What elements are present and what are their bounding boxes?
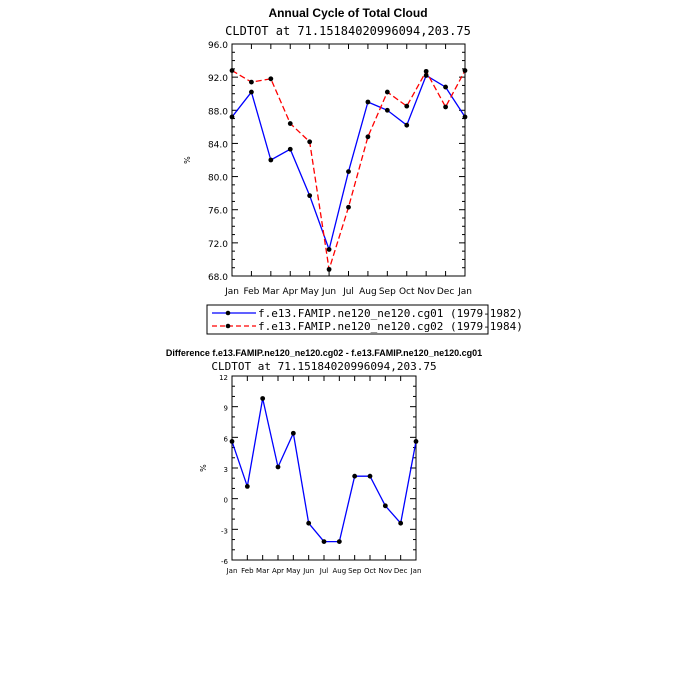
chart1-series-1-point [268,157,274,163]
chart1-ytick-label: 76.0 [208,207,228,217]
chart2-ytick-label: 12 [219,374,228,382]
chart1-xtick-label: Jan [224,287,239,297]
chart1-xtick-label: Jul [342,287,354,297]
chart1-series-2-point [229,68,235,73]
chart1-series-2-point [462,68,468,73]
chart1-series-2-point [326,266,332,272]
chart1-xtick-label: Feb [243,287,259,297]
chart2-subtitle: CLDTOT at 71.15184020996094,203.75 [211,360,436,373]
chart2-xtick-label: Feb [241,567,254,575]
chart1-series-2-point [404,103,410,109]
chart2-series-1-point [321,539,327,544]
chart1-series-1-point [443,84,448,90]
chart2-xtick-label: Nov [378,567,392,575]
chart1-xtick-label: Dec [437,287,454,297]
legend-box [206,304,489,335]
chart1-series-1-point [365,99,371,105]
chart1-title: Annual Cycle of Total Cloud [268,6,427,20]
chart2-xtick-label: May [286,567,300,575]
chart1-series-1-point [423,73,429,78]
chart1-series-2-point [423,68,429,74]
chart2-ytick-label: 0 [224,497,228,505]
chart1-series-2-point [307,139,313,145]
chart2-series-1-point [306,520,312,526]
chart2-xtick-label: Mar [256,567,269,575]
chart2-series-1-point [413,439,419,444]
chart2-title: Difference f.e13.FAMIP.ne120_ne120.cg02 … [166,348,482,358]
difference-chart: Difference f.e13.FAMIP.ne120_ne120.cg02 … [166,348,482,575]
chart2-xtick-label: Dec [394,567,408,575]
chart1-xtick-label: Jun [321,287,336,297]
chart2-series-1-point [244,484,250,489]
chart2-series-1-point [367,473,373,479]
chart1-ytick-label: 84.0 [208,140,228,150]
chart2-series-1-point [352,473,358,479]
chart1-xtick-label: Nov [417,287,435,297]
chart1-series-2-point [443,104,448,110]
chart2-xtick-label: Oct [364,567,376,575]
chart2-ytick-label: -3 [221,527,228,535]
chart1-series-1-point [346,169,351,175]
chart2-ylabel: % [199,464,208,472]
chart1-series-2-point [268,76,274,82]
chart1-series-1-point [404,122,410,128]
chart1-xtick-label: Oct [399,287,415,297]
chart2-ytick-label: 9 [224,405,228,413]
chart1-series-1-point [384,107,390,113]
chart1-legend: f.e13.FAMIP.ne120_ne120.cg01 (1979-1982)… [206,304,523,335]
chart1-xtick-label: Jan [457,287,472,297]
chart2-series-1-point [382,503,388,509]
chart2-series-1-point [275,464,281,470]
chart1-series-2-point [249,79,254,85]
chart1-series-1-point [462,114,468,120]
chart2-ytick-label: -6 [221,558,229,566]
chart2-xtick-label: Apr [272,567,284,575]
chart1-series-2-point [365,134,371,140]
chart1-xtick-label: Apr [282,287,298,297]
legend-marker-cg01 [225,310,231,316]
chart2-xtick-label: Jan [410,567,422,575]
chart1-ytick-label: 72.0 [208,240,228,250]
chart1-ytick-label: 96.0 [208,41,228,51]
chart1-xtick-label: Sep [379,287,396,297]
chart1-ytick-label: 68.0 [208,273,228,283]
chart1-xtick-label: May [300,287,319,297]
chart1-subtitle: CLDTOT at 71.15184020996094,203.75 [225,24,471,38]
chart2-series-1-point [290,430,296,436]
annual-cycle-chart: Annual Cycle of Total Cloud CLDTOT at 71… [183,6,523,335]
chart2-series-1-point [260,396,266,401]
chart1-series-2-point [384,89,390,95]
chart1-ytick-label: 80.0 [208,174,228,184]
chart2-series-1-point [229,439,235,444]
chart2-series-1-point [398,520,404,526]
chart1-series-1-point [307,193,313,199]
chart1-ylabel: % [183,156,192,164]
chart2-series-1-point [336,539,342,544]
chart1-ytick-label: 88.0 [208,107,228,117]
chart1-series-1-point [287,146,293,152]
chart2-xtick-label: Sep [348,567,362,575]
chart2-ytick-label: 3 [224,466,228,474]
legend-label-cg01: f.e13.FAMIP.ne120_ne120.cg01 (1979-1982) [258,307,523,320]
chart1-series-1-point [229,114,235,120]
chart1-series-1-point [326,247,332,252]
legend-label-cg02: f.e13.FAMIP.ne120_ne120.cg02 (1979-1984) [258,320,523,333]
chart1-series-2-point [346,204,351,210]
chart2-xtick-label: Jan [226,567,238,575]
chart1-series-1-point [249,89,254,95]
chart2-xtick-label: Jun [302,567,314,575]
chart2-xtick-label: Aug [332,567,346,575]
chart1-xtick-label: Mar [262,287,279,297]
chart1-ytick-label: 92.0 [208,74,228,84]
chart1-series-2-point [287,121,293,126]
legend-marker-cg02 [225,323,231,329]
chart2-xtick-label: Jul [319,567,329,575]
chart2-ytick-label: 6 [224,435,229,443]
chart1-xtick-label: Aug [359,287,377,297]
